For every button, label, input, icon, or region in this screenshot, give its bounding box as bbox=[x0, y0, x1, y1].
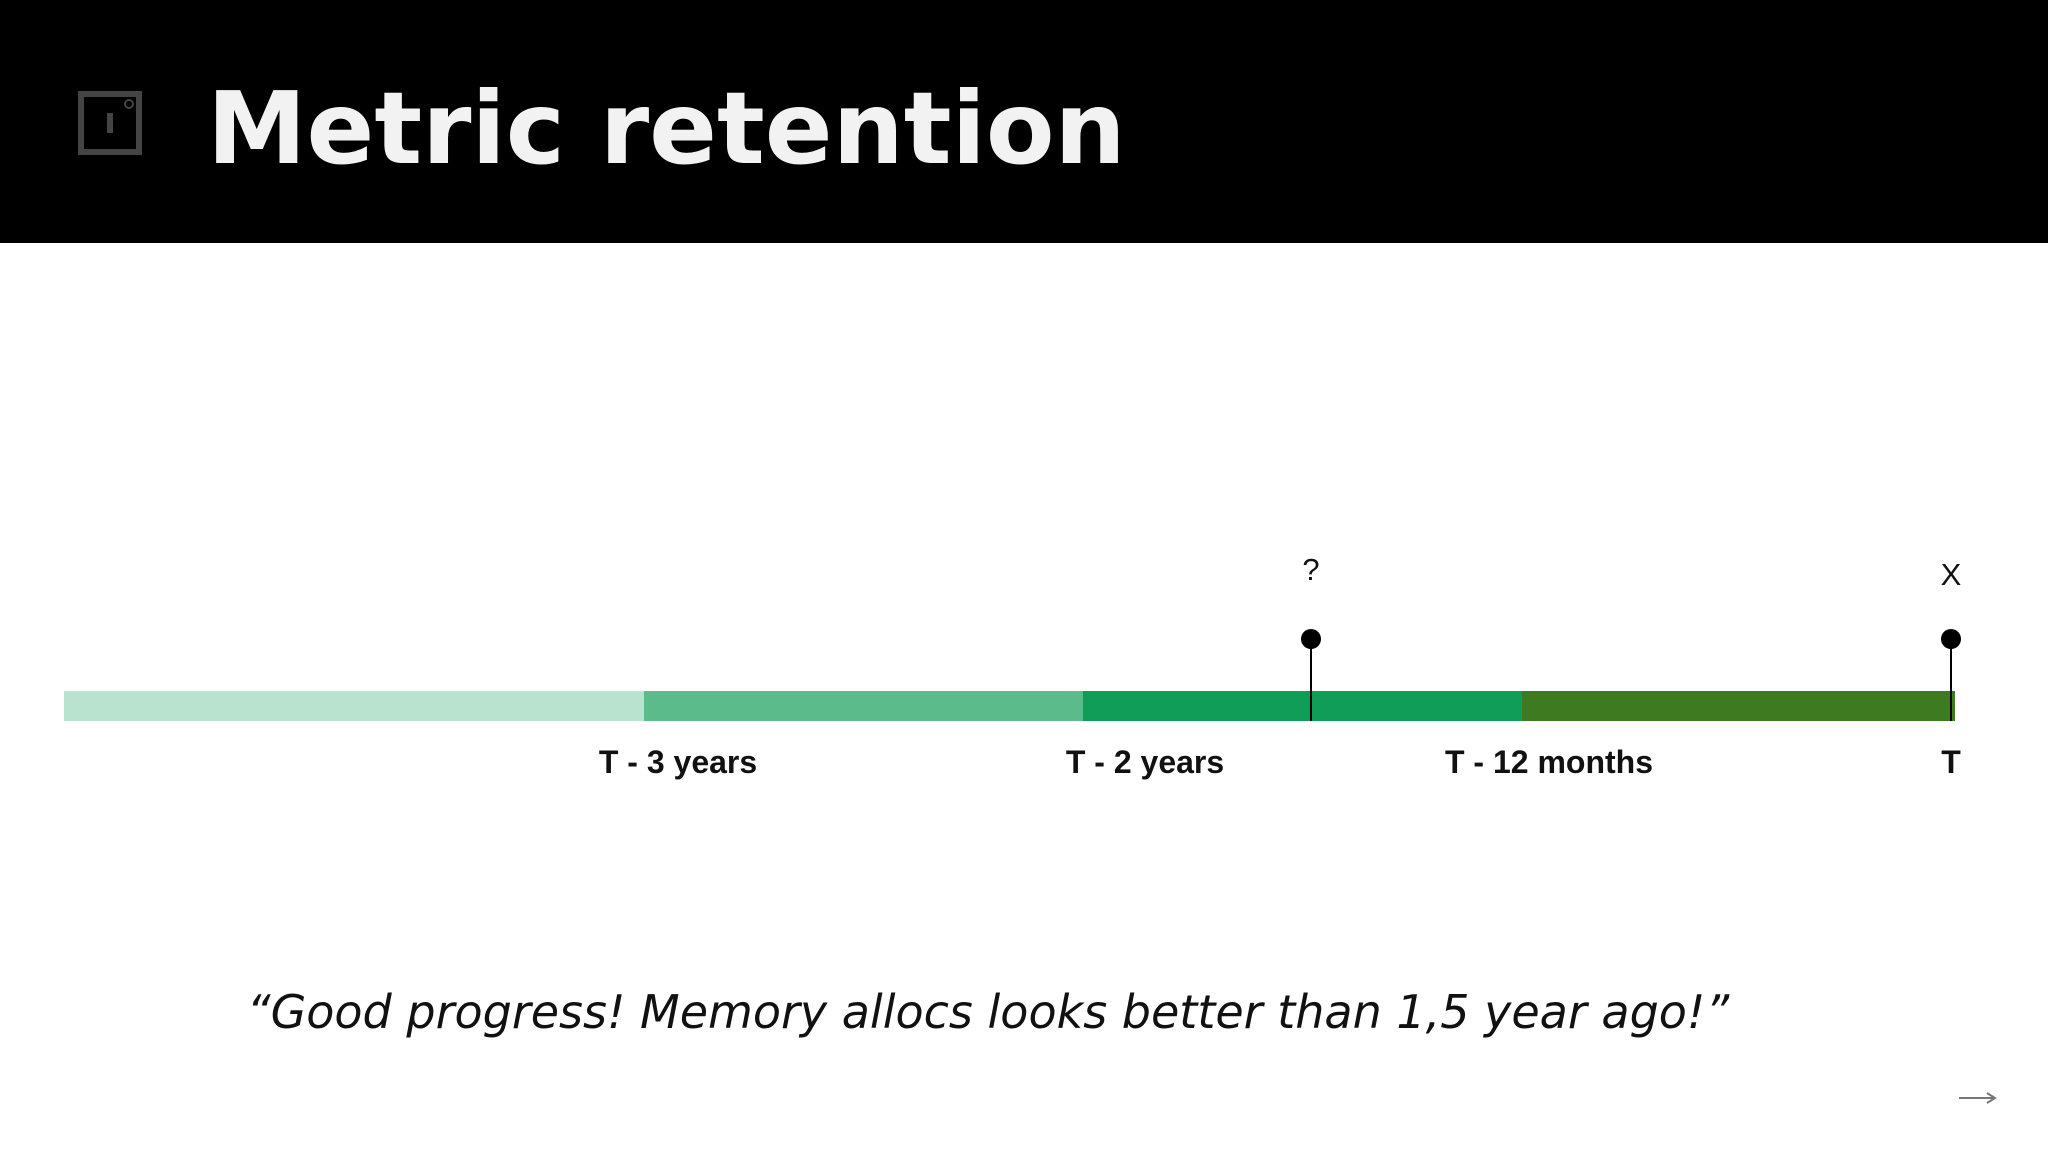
segment bbox=[64, 691, 644, 721]
slide-title: Metric retention bbox=[207, 70, 1126, 187]
time-label: T bbox=[1941, 744, 1961, 780]
marker-label: ? bbox=[1302, 552, 1319, 587]
pin bbox=[1301, 629, 1321, 721]
segment bbox=[1522, 691, 1955, 721]
time-label: T - 12 months bbox=[1445, 744, 1653, 780]
timeline-bar bbox=[64, 691, 1955, 721]
marker-label: X bbox=[1941, 557, 1962, 592]
segment bbox=[644, 691, 1083, 721]
header-bar bbox=[0, 0, 2048, 243]
time-label: T - 3 years bbox=[599, 744, 757, 780]
pin bbox=[1941, 629, 1961, 721]
quote: “Good progress! Memory allocs looks bett… bbox=[247, 985, 1731, 1039]
time-label: T - 2 years bbox=[1066, 744, 1224, 780]
logo bbox=[78, 91, 142, 155]
next-arrow[interactable] bbox=[1959, 1092, 1997, 1104]
segment bbox=[1083, 691, 1522, 721]
